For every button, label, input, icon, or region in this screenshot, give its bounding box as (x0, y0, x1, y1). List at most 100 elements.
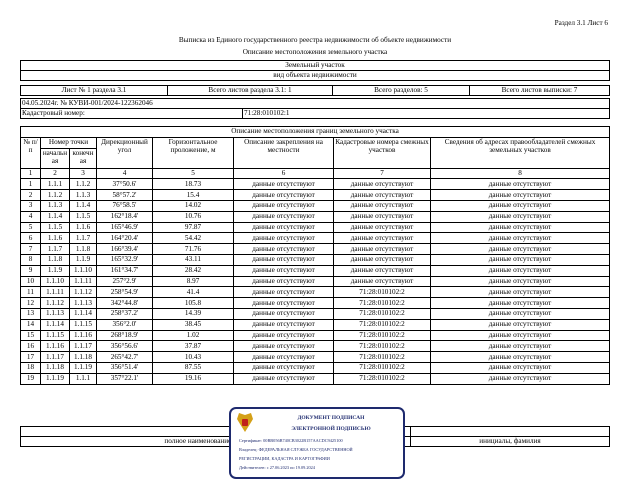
adjacent-cadastral: 71:28:010102:2 (333, 318, 431, 331)
direction-angle: 37°50.6' (96, 178, 153, 191)
column-number: 4 (96, 167, 153, 180)
horizontal-length: 19.16 (152, 372, 234, 385)
direction-angle: 356°2.0' (96, 318, 153, 331)
adjacent-cadastral: данные отсутствуют (333, 178, 431, 191)
extract-number: 04.05.2024г. № КУВИ-001/2024-122362046 (20, 98, 610, 109)
start-point: 1.1.17 (40, 351, 70, 363)
sections-count: Всего разделов: 5 (332, 85, 470, 96)
end-point: 1.1.7 (69, 232, 97, 245)
row-number: 16 (20, 340, 41, 353)
start-point: 1.1.12 (40, 297, 70, 309)
adjacent-cadastral: 71:28:010102:2 (333, 286, 431, 299)
end-point: 1.1.18 (69, 351, 97, 363)
row-number: 19 (20, 372, 41, 385)
end-point: 1.1.2 (69, 178, 97, 191)
table-row: 18 1.1.18 1.1.19 356°51.4' 87.55 данные отсут… (20, 361, 610, 374)
fixing-description: данные отсутствуют (233, 189, 334, 201)
fixing-description: данные отсутствуют (233, 372, 334, 385)
end-point: 1.1.1 (69, 372, 97, 385)
direction-angle: 166°39.4' (96, 243, 153, 255)
fixing-description: данные отсутствуют (233, 243, 334, 255)
header-cadastral: Кадастровые номера смежных участков (333, 136, 431, 169)
horizontal-length: 41.4 (152, 286, 234, 299)
column-number: 3 (69, 167, 97, 180)
owner-addresses: данные отсутствуют (430, 297, 610, 309)
row-number: 18 (20, 361, 41, 374)
column-number: 5 (152, 167, 234, 180)
fixing-description: данные отсутствуют (233, 340, 334, 353)
end-point: 1.1.3 (69, 189, 97, 201)
fixing-description: данные отсутствуют (233, 318, 334, 331)
start-point: 1.1.5 (40, 221, 70, 234)
start-point: 1.1.16 (40, 340, 70, 353)
end-point: 1.1.14 (69, 307, 97, 320)
table-row: 19 1.1.19 1.1.1 357°22.1' 19.16 данные отсутс… (20, 372, 610, 385)
end-point: 1.1.12 (69, 286, 97, 299)
total-sheets-count: Всего листов выписки: 7 (469, 85, 610, 96)
horizontal-length: 14.02 (152, 199, 234, 212)
start-point: 1.1.13 (40, 307, 70, 320)
adjacent-cadastral: данные отсутствуют (333, 243, 431, 255)
adjacent-cadastral: данные отсутствуют (333, 253, 431, 266)
column-number: 8 (430, 167, 610, 180)
end-point: 1.1.15 (69, 318, 97, 331)
object-type-table: Земельный участок вид объекта недвижимос… (20, 60, 610, 81)
horizontal-length: 71.76 (152, 243, 234, 255)
adjacent-cadastral: данные отсутствуют (333, 275, 431, 288)
adjacent-cadastral: данные отсутствуют (333, 221, 431, 234)
fixing-description: данные отсутствуют (233, 232, 334, 245)
row-number: 15 (20, 329, 41, 342)
end-point: 1.1.13 (69, 297, 97, 309)
start-point: 1.1.11 (40, 286, 70, 299)
start-point: 1.1.15 (40, 329, 70, 342)
column-number: 7 (333, 167, 431, 180)
fixing-description: данные отсутствуют (233, 329, 334, 342)
owner-addresses: данные отсутствуют (430, 307, 610, 320)
end-point: 1.1.19 (69, 361, 97, 374)
document-title: Выписка из Единого государственного реес… (178, 36, 452, 44)
document-subtitle: Описание местоположения земельного участ… (242, 48, 388, 56)
start-point: 1.1.1 (40, 178, 70, 191)
table-row: 13 1.1.13 1.1.14 258°37.2' 14.39 данные отсут… (20, 307, 610, 320)
start-point: 1.1.3 (40, 199, 70, 212)
start-point: 1.1.6 (40, 232, 70, 245)
table-row: 3 1.1.3 1.1.4 76°58.5' 14.02 данные отсутству… (20, 199, 610, 212)
horizontal-length: 15.4 (152, 189, 234, 201)
direction-angle: 76°58.5' (96, 199, 153, 212)
fixing-description: данные отсутствуют (233, 351, 334, 363)
start-point: 1.1.19 (40, 372, 70, 385)
column-number: 1 (20, 167, 41, 180)
table-row: 9 1.1.9 1.1.10 161°34.7' 28.42 данные отсутст… (20, 264, 610, 277)
table-row: 10 1.1.10 1.1.11 257°2.9' 8.97 данные отсутст… (20, 275, 610, 288)
end-point: 1.1.6 (69, 221, 97, 234)
row-number: 8 (20, 253, 41, 266)
direction-angle: 258°37.2' (96, 307, 153, 320)
end-point: 1.1.8 (69, 243, 97, 255)
row-number: 13 (20, 307, 41, 320)
table-row: 12 1.1.12 1.1.13 342°44.8' 105.8 данные отсут… (20, 297, 610, 309)
direction-angle: 161°34.7' (96, 264, 153, 277)
fixing-description: данные отсутствуют (233, 210, 334, 223)
fixing-description: данные отсутствуют (233, 275, 334, 288)
direction-angle: 258°54.9' (96, 286, 153, 299)
section-sheets-count: Всего листов раздела 3.1: 1 (167, 85, 333, 96)
horizontal-length: 28.42 (152, 264, 234, 277)
owner-addresses: данные отсутствуют (430, 232, 610, 245)
fixing-description: данные отсутствуют (233, 253, 334, 266)
owner-addresses: данные отсутствуют (430, 275, 610, 288)
table-row: 11 1.1.11 1.1.12 258°54.9' 41.4 данные отсутс… (20, 286, 610, 299)
owner-addresses: данные отсутствуют (430, 372, 610, 385)
direction-angle: 356°56.6' (96, 340, 153, 353)
direction-angle: 265°42.7' (96, 351, 153, 363)
row-number: 2 (20, 189, 41, 201)
doc-info-table: 04.05.2024г. № КУВИ-001/2024-122362046 К… (20, 98, 610, 119)
direction-angle: 165°46.9' (96, 221, 153, 234)
horizontal-length: 38.45 (152, 318, 234, 331)
header-angle: Дирекционный угол (96, 136, 153, 169)
end-point: 1.1.9 (69, 253, 97, 266)
object-type-caption: вид объекта недвижимости (20, 70, 610, 81)
owner-addresses: данные отсутствуют (430, 199, 610, 212)
row-number: 14 (20, 318, 41, 331)
header-owners: Сведения об адресах правообладателей сме… (430, 136, 610, 169)
row-number: 17 (20, 351, 41, 363)
